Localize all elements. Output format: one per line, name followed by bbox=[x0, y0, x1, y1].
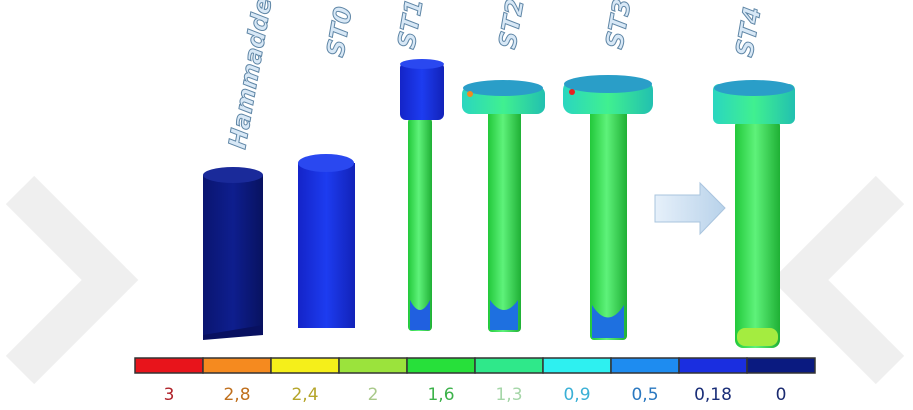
st3-part bbox=[563, 75, 653, 340]
legend-swatch bbox=[474, 357, 544, 374]
legend-label: 0,18 bbox=[694, 385, 732, 405]
legend-swatch bbox=[746, 357, 816, 374]
color-legend: 3 2,8 2,4 2 1,6 1,3 0,9 0,5 0,18 0 bbox=[134, 357, 816, 405]
legend-label: 0 bbox=[776, 385, 787, 405]
st0-part bbox=[298, 154, 355, 328]
st2-part bbox=[462, 80, 545, 332]
legend-swatch bbox=[678, 357, 748, 374]
legend-label: 2 bbox=[368, 385, 379, 405]
legend-swatch bbox=[542, 357, 612, 374]
legend-swatch bbox=[134, 357, 204, 374]
legend-label: 3 bbox=[164, 385, 175, 405]
arrow bbox=[654, 181, 726, 236]
legend-swatch bbox=[270, 357, 340, 374]
stage-label: ST2 bbox=[493, 0, 529, 51]
st1-part bbox=[400, 59, 444, 331]
legend-label: 0,5 bbox=[631, 385, 658, 405]
billet bbox=[203, 167, 263, 340]
legend-label: 2,8 bbox=[223, 385, 250, 405]
legend-swatch bbox=[610, 357, 680, 374]
legend-label: 1,6 bbox=[427, 385, 454, 405]
legend-label: 0,9 bbox=[563, 385, 590, 405]
stage-label: ST4 bbox=[730, 5, 766, 59]
st4-part bbox=[713, 80, 795, 348]
stage-label: ST1 bbox=[392, 0, 428, 51]
stage-label: ST3 bbox=[600, 0, 636, 51]
legend-label: 1,3 bbox=[495, 385, 522, 405]
legend-swatch bbox=[338, 357, 408, 374]
legend-swatch bbox=[202, 357, 272, 374]
legend-swatch bbox=[406, 357, 476, 374]
stage-label: Hammadde bbox=[223, 0, 277, 151]
legend-label: 2,4 bbox=[291, 385, 318, 405]
stage-label: ST0 bbox=[321, 5, 357, 59]
watermark bbox=[5, 175, 905, 385]
